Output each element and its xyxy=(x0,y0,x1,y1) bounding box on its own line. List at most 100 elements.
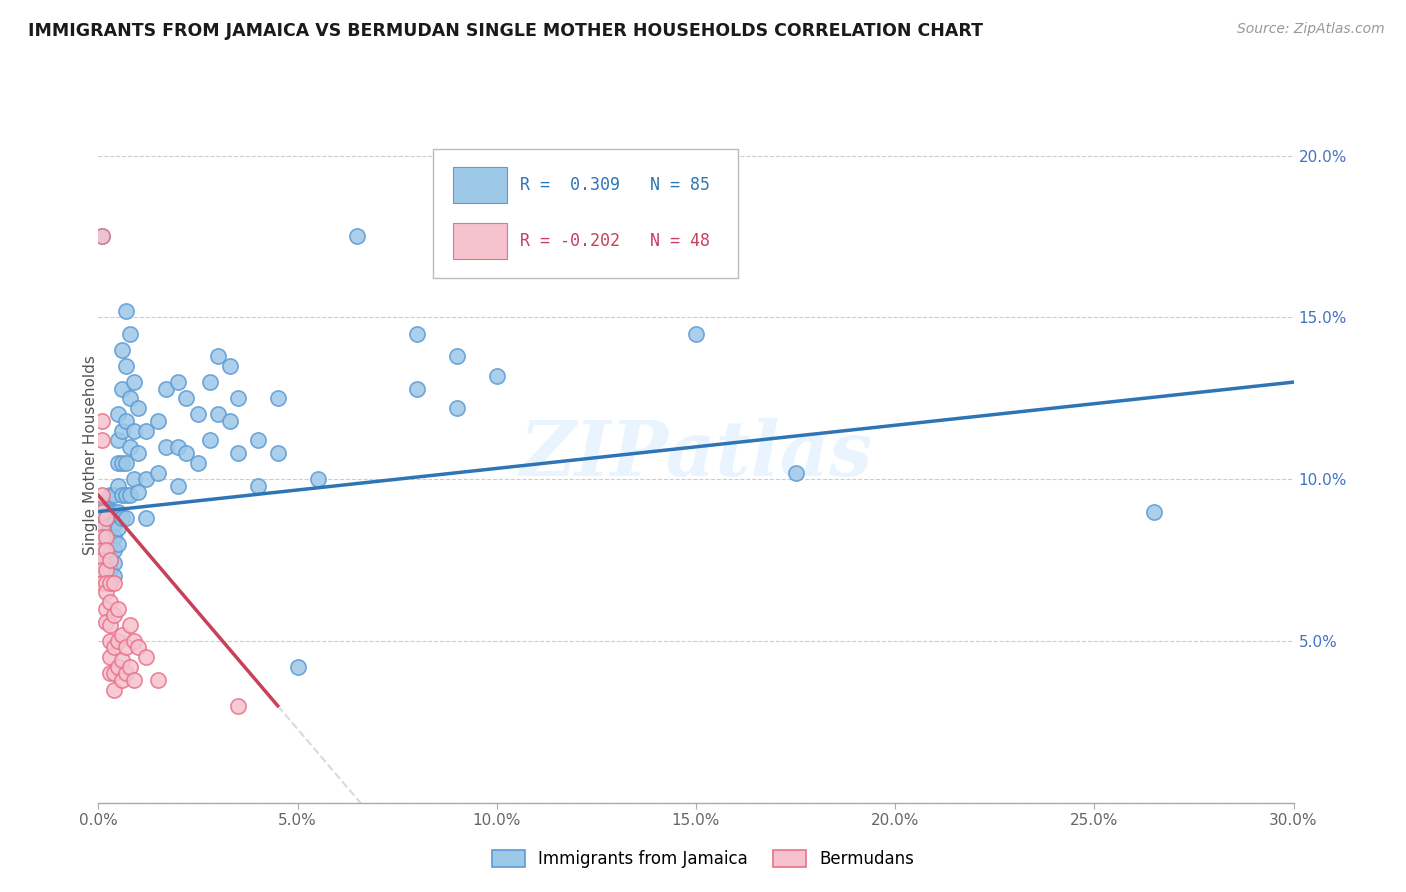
Point xyxy=(96,601,118,615)
Point xyxy=(96,563,118,577)
Point xyxy=(96,575,118,590)
Point xyxy=(91,553,114,567)
Point xyxy=(100,634,122,648)
Point xyxy=(111,343,134,357)
Legend: Immigrants from Jamaica, Bermudans: Immigrants from Jamaica, Bermudans xyxy=(485,843,921,875)
Point xyxy=(91,229,114,244)
Point xyxy=(127,446,149,460)
Point xyxy=(120,326,142,341)
Point xyxy=(1143,504,1166,518)
Point xyxy=(91,229,114,244)
Point xyxy=(174,392,197,406)
Point xyxy=(115,414,138,428)
Point xyxy=(167,440,190,454)
Point xyxy=(103,682,125,697)
Point xyxy=(267,392,290,406)
Point xyxy=(124,375,146,389)
Y-axis label: Single Mother Households: Single Mother Households xyxy=(83,355,97,555)
Point xyxy=(124,472,146,486)
Point xyxy=(103,557,125,571)
Point xyxy=(155,440,177,454)
Point xyxy=(406,382,429,396)
Point xyxy=(96,511,118,525)
Point xyxy=(103,504,125,518)
Point xyxy=(187,456,209,470)
Point xyxy=(103,543,125,558)
Point xyxy=(226,392,249,406)
Point xyxy=(100,553,122,567)
Point xyxy=(103,488,125,502)
Point xyxy=(127,485,149,500)
Point xyxy=(91,543,114,558)
Point xyxy=(127,401,149,415)
Point xyxy=(100,504,122,518)
Point xyxy=(120,660,142,674)
Point xyxy=(111,424,134,438)
Point xyxy=(96,498,118,512)
Point xyxy=(91,504,114,518)
Point xyxy=(115,511,138,525)
Point xyxy=(135,511,157,525)
Point xyxy=(485,368,508,383)
Point xyxy=(107,537,129,551)
Point xyxy=(785,466,807,480)
Point xyxy=(103,569,125,583)
Point xyxy=(96,527,118,541)
Point xyxy=(246,478,269,492)
Point xyxy=(167,375,190,389)
Point xyxy=(115,640,138,655)
Text: ZIPatlas: ZIPatlas xyxy=(519,418,873,491)
Point xyxy=(100,563,122,577)
Point xyxy=(174,446,197,460)
Point xyxy=(100,553,122,567)
Text: IMMIGRANTS FROM JAMAICA VS BERMUDAN SINGLE MOTHER HOUSEHOLDS CORRELATION CHART: IMMIGRANTS FROM JAMAICA VS BERMUDAN SING… xyxy=(28,22,983,40)
Point xyxy=(135,472,157,486)
Point xyxy=(100,521,122,535)
Point xyxy=(107,521,129,535)
Point xyxy=(115,304,138,318)
Point xyxy=(148,466,170,480)
Point xyxy=(198,434,221,448)
Point xyxy=(267,446,290,460)
Point xyxy=(107,456,129,470)
Point xyxy=(148,673,170,687)
Point xyxy=(187,408,209,422)
Point xyxy=(91,504,114,518)
Point xyxy=(685,326,707,341)
Point xyxy=(107,434,129,448)
Point xyxy=(103,666,125,681)
Point xyxy=(103,640,125,655)
Point xyxy=(96,531,118,545)
Point xyxy=(96,557,118,571)
Point xyxy=(91,531,114,545)
Point xyxy=(207,408,229,422)
Point xyxy=(124,673,146,687)
Bar xyxy=(453,223,508,260)
Point xyxy=(103,575,125,590)
Point xyxy=(91,521,114,535)
Point xyxy=(111,627,134,641)
Point xyxy=(100,531,122,545)
Point xyxy=(124,634,146,648)
Point xyxy=(198,375,221,389)
Point xyxy=(111,511,134,525)
Point xyxy=(120,617,142,632)
Point xyxy=(107,504,129,518)
Point xyxy=(115,359,138,373)
Point xyxy=(120,488,142,502)
Bar xyxy=(453,167,508,203)
Point xyxy=(91,521,114,535)
Point xyxy=(111,382,134,396)
Text: R =  0.309   N = 85: R = 0.309 N = 85 xyxy=(520,176,710,194)
Point xyxy=(135,650,157,665)
Point xyxy=(124,424,146,438)
Point xyxy=(226,446,249,460)
Point xyxy=(406,326,429,341)
Point xyxy=(100,650,122,665)
Point xyxy=(96,511,118,525)
Point xyxy=(103,531,125,545)
FancyBboxPatch shape xyxy=(433,149,738,277)
Point xyxy=(96,543,118,558)
Point xyxy=(111,673,134,687)
Point xyxy=(155,382,177,396)
